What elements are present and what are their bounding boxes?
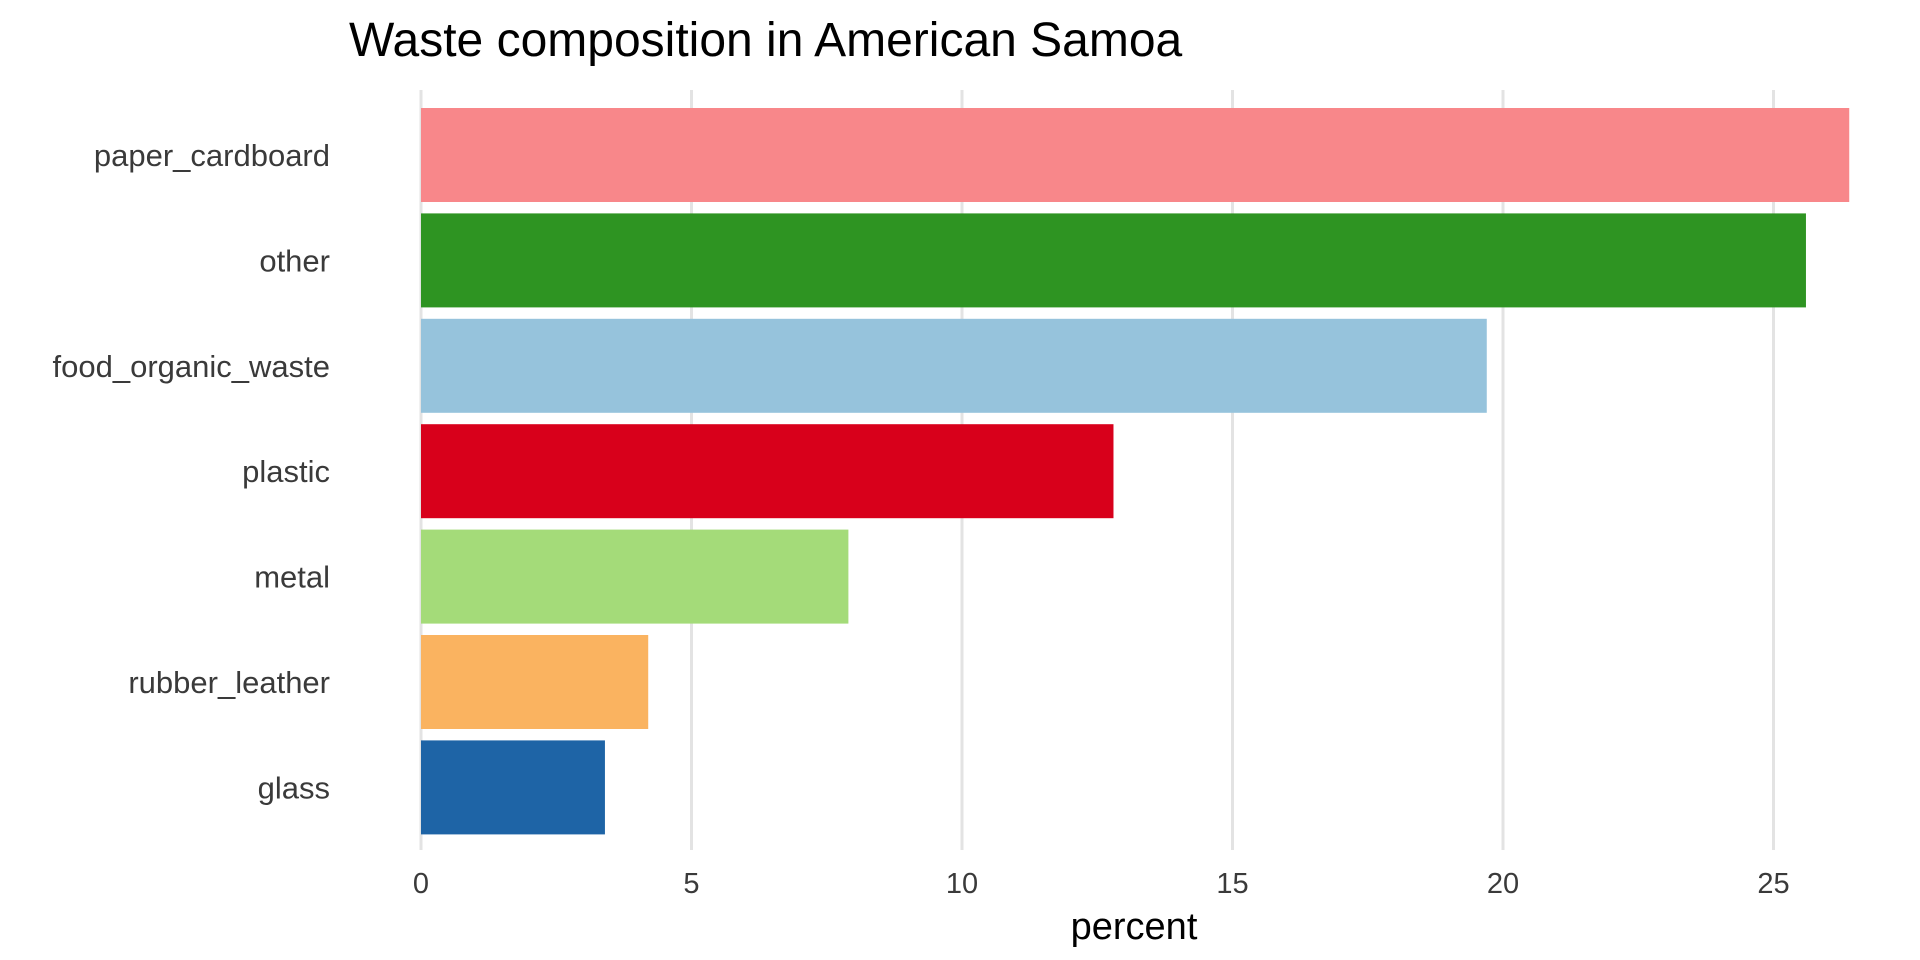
bar-food_organic_waste xyxy=(421,318,1487,413)
x-tick-label: 5 xyxy=(683,868,699,900)
x-tick-label: 0 xyxy=(413,868,429,900)
category-label: glass xyxy=(258,770,330,805)
bar-metal xyxy=(421,529,849,624)
category-label: paper_cardboard xyxy=(94,138,330,173)
category-label: food_organic_waste xyxy=(53,349,330,384)
bar-paper_cardboard xyxy=(421,108,1850,202)
x-tick-labels: 0 5 10 15 20 25 xyxy=(413,868,1790,900)
bars xyxy=(421,108,1850,835)
x-tick-label: 10 xyxy=(946,868,978,900)
chart-title: Waste composition in American Samoa xyxy=(349,14,1183,67)
x-tick-label: 15 xyxy=(1216,868,1248,900)
x-axis-title: percent xyxy=(1071,906,1198,948)
bar-rubber_leather xyxy=(421,635,649,729)
bar-plastic xyxy=(421,424,1114,519)
bar-other xyxy=(421,213,1806,308)
x-tick-label: 25 xyxy=(1757,868,1789,900)
category-label: other xyxy=(259,243,330,278)
category-label: plastic xyxy=(242,454,330,489)
x-tick-label: 20 xyxy=(1487,868,1519,900)
category-label: rubber_leather xyxy=(128,665,330,700)
category-label: metal xyxy=(254,560,330,595)
bar-glass xyxy=(421,740,605,835)
